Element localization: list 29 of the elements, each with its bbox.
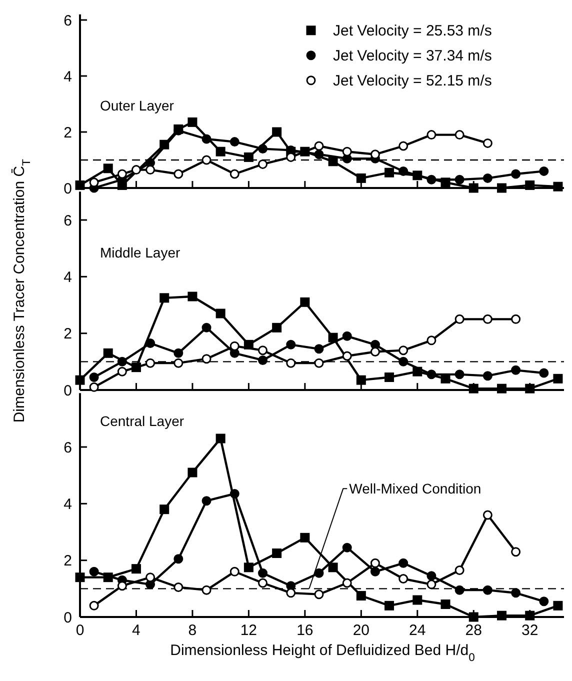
x-tick-label: 0: [76, 622, 84, 639]
y-tick-label: 2: [64, 326, 72, 343]
y-tick-label: 0: [64, 180, 72, 198]
y-tick-label: 0: [64, 382, 72, 400]
y-tick-label: 4: [64, 268, 72, 286]
text: Middle Layer: [100, 244, 180, 261]
x-tick-label: 8: [188, 622, 197, 639]
legend-label: Jet Velocity = 52.15 m/s: [333, 72, 492, 90]
x-tick-label: 24: [409, 622, 426, 639]
x-tick-label: 32: [522, 622, 538, 639]
y-tick-label: 2: [64, 552, 72, 570]
x-tick-label: 12: [240, 622, 258, 639]
legend-label: Jet Velocity = 25.53 m/s: [333, 22, 492, 40]
y-tick-label: 2: [64, 124, 72, 142]
x-tick-label: 4: [132, 622, 140, 639]
x-axis-title: Dimensionless Height of Defluidized Bed H/d$_{0}$: [170, 642, 475, 664]
x-tick-label: 28: [465, 622, 482, 639]
text: Outer Layer: [100, 97, 174, 114]
y-tick-label: 4: [64, 496, 72, 513]
y-tick-label: 0: [64, 609, 72, 626]
y-tick-label: 4: [64, 68, 72, 86]
y-tick-label: 6: [64, 12, 72, 30]
x-tick-label: 20: [352, 622, 370, 639]
x-tick-label: 16: [296, 622, 314, 639]
legend-label: Jet Velocity = 37.34 m/s: [333, 48, 492, 65]
y-tick-label: 6: [64, 212, 72, 230]
y-tick-label: 6: [64, 439, 72, 456]
annotation: Well-Mixed Condition: [349, 480, 482, 497]
text: Central Layer: [100, 413, 184, 430]
